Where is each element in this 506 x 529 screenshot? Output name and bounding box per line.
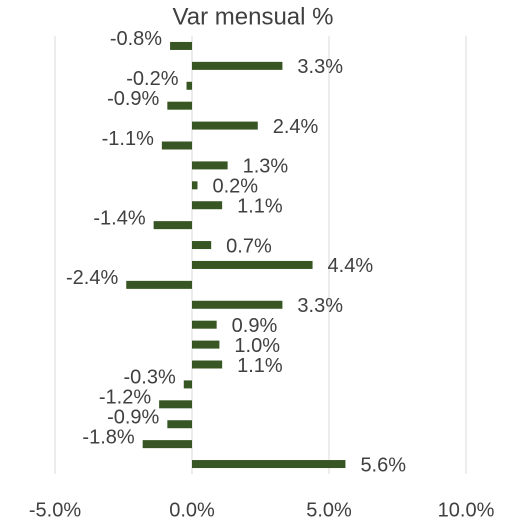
bar bbox=[192, 460, 346, 469]
bar bbox=[186, 81, 192, 90]
data-label: -1.2% bbox=[99, 387, 151, 409]
x-tick-label: 10.0% bbox=[438, 499, 495, 521]
bar bbox=[192, 61, 283, 70]
data-label: 1.0% bbox=[234, 335, 280, 357]
bar bbox=[167, 420, 192, 429]
data-label: 0.2% bbox=[212, 176, 258, 198]
x-tick-label: 5.0% bbox=[306, 499, 352, 521]
bar bbox=[183, 380, 192, 389]
data-label: 1.1% bbox=[237, 355, 283, 377]
bar bbox=[192, 340, 220, 349]
data-label: -1.8% bbox=[82, 426, 134, 448]
bar bbox=[192, 320, 217, 329]
bar bbox=[167, 101, 192, 110]
data-label: 4.4% bbox=[328, 255, 374, 277]
bar bbox=[192, 201, 223, 210]
x-tick-label: -5.0% bbox=[29, 499, 81, 521]
bar bbox=[192, 181, 198, 190]
bar bbox=[170, 41, 192, 50]
data-label: -1.4% bbox=[93, 207, 145, 229]
data-label: -0.2% bbox=[126, 68, 178, 90]
bar bbox=[153, 221, 192, 230]
data-label: 3.3% bbox=[297, 56, 343, 78]
data-label: 3.3% bbox=[297, 295, 343, 317]
data-label: 2.4% bbox=[273, 116, 319, 138]
bar bbox=[192, 300, 283, 309]
chart-title: Var mensual % bbox=[173, 3, 334, 30]
data-label: 1.1% bbox=[237, 196, 283, 218]
data-label: -0.9% bbox=[107, 407, 159, 429]
bar bbox=[192, 161, 228, 170]
data-label: -1.1% bbox=[102, 128, 154, 150]
data-label: -2.4% bbox=[66, 267, 118, 289]
bar bbox=[161, 141, 192, 150]
data-label: 5.6% bbox=[360, 454, 406, 476]
bar bbox=[192, 241, 212, 250]
data-label: -0.8% bbox=[110, 28, 162, 50]
bar bbox=[192, 360, 223, 369]
data-label: -0.9% bbox=[107, 88, 159, 110]
data-label: 0.7% bbox=[226, 235, 272, 257]
bar bbox=[192, 260, 313, 269]
x-tick-label: 0.0% bbox=[169, 499, 215, 521]
bar bbox=[126, 280, 192, 289]
bar bbox=[159, 400, 192, 409]
data-label: -0.3% bbox=[124, 367, 176, 389]
data-label: 0.9% bbox=[232, 315, 278, 337]
bar bbox=[142, 440, 192, 449]
bar bbox=[192, 121, 258, 130]
data-label: 1.3% bbox=[243, 156, 289, 178]
